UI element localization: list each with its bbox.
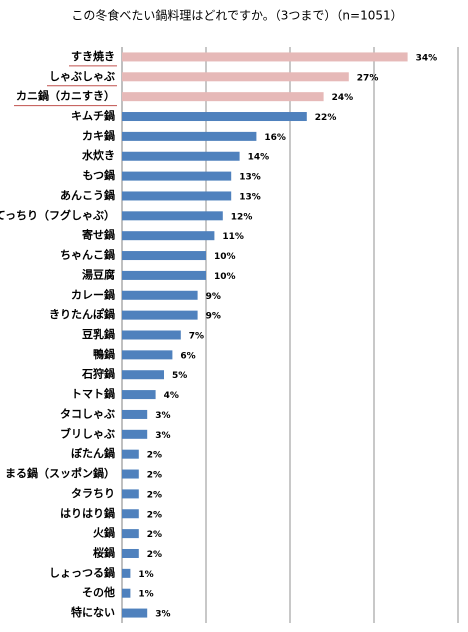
value-label: 3% — [155, 411, 170, 421]
category-label: ぼたん鍋 — [71, 446, 115, 460]
category-label: 石狩鍋 — [81, 367, 115, 381]
value-label: 10% — [214, 272, 236, 282]
value-label: 9% — [206, 312, 221, 322]
bar — [122, 151, 240, 161]
category-label: ちゃんこ鍋 — [60, 248, 115, 262]
category-label: きりたんぽ鍋 — [49, 307, 115, 321]
value-label: 22% — [315, 113, 337, 123]
bar — [122, 489, 139, 499]
category-label: もつ鍋 — [82, 168, 115, 182]
bar — [122, 131, 257, 141]
bar — [122, 72, 349, 82]
bar — [122, 370, 164, 380]
value-label: 3% — [155, 610, 170, 620]
bar — [122, 429, 148, 439]
category-label: まる鍋（スッポン鍋） — [5, 466, 115, 480]
bar — [122, 92, 324, 102]
value-label: 5% — [172, 371, 187, 381]
category-label: しゃぶしゃぶ — [49, 70, 115, 83]
category-label: 火鍋 — [93, 526, 115, 540]
bar — [122, 330, 181, 340]
chart-title: この冬食べたい鍋料理はどれですか。（3つまで）（n=1051） — [71, 8, 402, 23]
bar — [122, 509, 139, 519]
value-label: 27% — [357, 73, 379, 83]
category-label: タラちり — [71, 487, 115, 500]
bar — [122, 529, 139, 539]
category-label: 豆乳鍋 — [82, 327, 115, 341]
bar — [122, 449, 139, 459]
category-label: 寄せ鍋 — [82, 228, 115, 242]
bar — [122, 568, 131, 578]
category-label: その他 — [82, 585, 115, 599]
value-label: 16% — [264, 133, 286, 143]
category-label: タコしゃぶ — [60, 407, 115, 420]
bar — [122, 112, 307, 122]
value-label: 1% — [138, 590, 153, 600]
value-label: 13% — [239, 192, 261, 202]
bar — [122, 231, 215, 241]
value-label: 13% — [239, 173, 261, 183]
value-label: 2% — [147, 471, 162, 481]
value-label: 34% — [416, 53, 438, 63]
category-label: 湯豆腐 — [82, 267, 115, 281]
value-label: 3% — [155, 431, 170, 441]
category-label: カニ鍋（カニすき） — [16, 89, 115, 103]
category-label: 特にない — [71, 605, 115, 619]
bar — [122, 171, 232, 181]
value-label: 2% — [147, 490, 162, 500]
value-label: 4% — [164, 391, 179, 401]
category-label: ブリしゃぶ — [60, 426, 115, 440]
category-label: 水炊き — [82, 148, 115, 162]
bar — [122, 52, 408, 62]
bar — [122, 290, 198, 300]
bar — [122, 270, 206, 280]
category-label: 桜鍋 — [93, 545, 115, 559]
category-label: すき焼き — [71, 49, 115, 63]
value-label: 6% — [180, 351, 195, 361]
category-label: あんこう鍋 — [60, 188, 115, 202]
value-label: 9% — [206, 292, 221, 302]
category-label: 鴨鍋 — [93, 347, 115, 361]
value-label: 2% — [147, 510, 162, 520]
value-label: 10% — [214, 252, 236, 262]
value-label: 24% — [332, 93, 354, 103]
category-label: しょっつる鍋 — [49, 565, 115, 579]
category-label: キムチ鍋 — [71, 109, 115, 123]
category-label: てっちり（フグしゃぶ） — [0, 208, 115, 222]
value-label: 7% — [189, 332, 204, 342]
value-label: 1% — [138, 570, 153, 580]
bar — [122, 211, 223, 221]
bar — [122, 191, 232, 201]
bar — [122, 310, 198, 320]
value-label: 2% — [147, 451, 162, 461]
bar — [122, 469, 139, 479]
bar — [122, 350, 173, 360]
bar — [122, 548, 139, 558]
value-label: 14% — [248, 153, 270, 163]
category-label: トマト鍋 — [71, 387, 115, 401]
value-label: 12% — [231, 212, 253, 222]
bar — [122, 409, 148, 419]
value-label: 2% — [147, 550, 162, 560]
bar — [122, 251, 206, 261]
category-label: カキ鍋 — [82, 128, 115, 142]
category-label: はりはり鍋 — [60, 506, 115, 520]
bar — [122, 588, 131, 598]
value-label: 2% — [147, 530, 162, 540]
value-label: 11% — [222, 232, 244, 242]
bar — [122, 608, 148, 618]
bar — [122, 390, 156, 400]
category-label: カレー鍋 — [71, 287, 115, 301]
